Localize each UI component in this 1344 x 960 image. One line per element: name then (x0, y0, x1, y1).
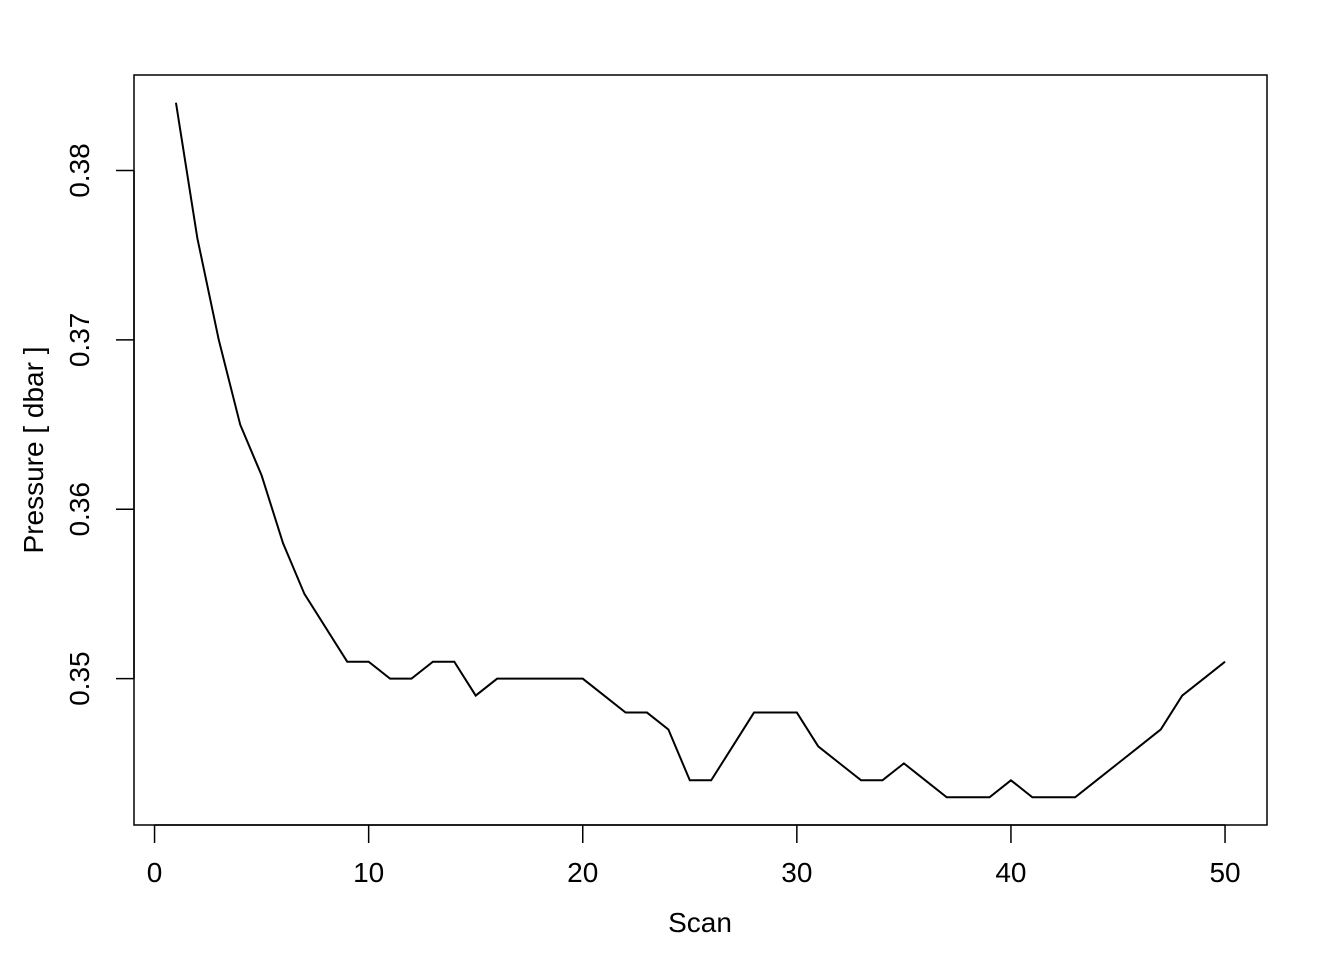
data-line (174, 102, 1226, 799)
x-tick-label: 0 (147, 857, 163, 888)
x-axis-label: Scan (668, 907, 732, 938)
x-tick-label: 50 (1209, 857, 1240, 888)
x-tick-label: 40 (995, 857, 1026, 888)
x-tick-label: 10 (353, 857, 384, 888)
y-tick-label: 0.35 (64, 651, 95, 706)
y-axis-label: Pressure [ dbar ] (18, 347, 49, 554)
x-tick-label: 20 (567, 857, 598, 888)
plot-box (133, 74, 1268, 826)
y-tick-label: 0.38 (64, 143, 95, 198)
y-tick-label: 0.37 (64, 313, 95, 368)
y-tick-label: 0.36 (64, 482, 95, 537)
x-tick-label: 30 (781, 857, 812, 888)
